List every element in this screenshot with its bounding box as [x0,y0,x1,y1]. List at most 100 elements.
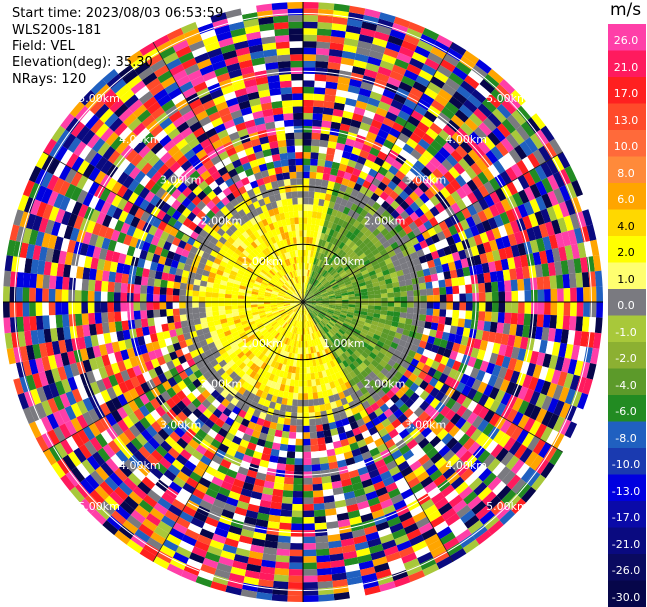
radar-gate [471,415,484,429]
radar-gate [409,201,420,212]
radar-gate [419,308,427,315]
radar-gate [110,453,124,468]
radar-gate [349,442,360,451]
radar-gate [554,232,565,248]
radar-gate [359,472,371,482]
radar-gate [70,402,83,418]
radar-gate [428,329,437,338]
radar-gate [315,297,323,300]
radar-gate [277,390,285,398]
radar-gate [246,360,254,368]
radar-gate [432,223,443,234]
radar-gate [419,390,430,401]
radar-gate [324,355,330,363]
radar-gate [501,356,511,369]
radar-gate [279,328,286,335]
radar-gate [189,471,202,483]
radar-gate [211,334,220,342]
radar-gate [494,259,503,272]
radar-gate [16,302,23,318]
radar-gate [254,525,268,534]
radar-gate [262,486,274,496]
radar-gate [225,393,234,403]
radar-gate [277,306,285,309]
radar-gate [86,244,96,258]
radar-gate [290,298,297,301]
radar-gate [407,245,417,255]
radar-gate [390,99,404,111]
radar-gate [172,295,180,302]
radar-gate [565,404,577,422]
radar-gate [426,447,439,460]
radar-gate [471,213,482,226]
radar-gate [364,374,373,384]
radar-gate [321,293,329,297]
radar-gate [513,255,523,269]
radar-gate [138,405,150,418]
radar-gate [169,351,178,361]
radar-gate [76,463,91,479]
radar-gate [118,463,133,478]
radar-gate [230,363,239,372]
radar-gate [487,331,497,343]
radar-gate [401,75,416,87]
radar-gate [487,476,502,492]
radar-gate [561,231,571,247]
radar-gate [192,408,203,419]
radar-gate [535,458,550,475]
radar-gate [303,243,307,250]
radar-gate [333,325,340,331]
radar-gate [307,292,313,298]
radar-gate [303,445,311,452]
radar-gate [101,312,109,324]
radar-gate [162,264,171,274]
radar-gate [529,183,542,199]
radar-gate [173,281,181,290]
radar-gate [22,316,31,332]
radar-gate [318,450,328,458]
radar-gate [305,276,308,283]
radar-gate [313,398,320,406]
radar-gate [26,344,36,361]
radar-gate [88,279,96,292]
radar-gate [452,523,468,538]
radar-gate [260,328,268,335]
radar-gate [317,259,322,267]
radar-gate [564,245,574,261]
radar-gate [549,314,557,329]
radar-gate [139,548,157,562]
radar-gate [456,85,472,100]
radar-gate [485,150,499,164]
radar-gate [465,216,476,228]
radar-gate [210,438,222,449]
radar-gate [172,302,180,309]
radar-gate [515,125,530,141]
radar-gate [83,255,93,269]
radar-gate [311,339,315,347]
radar-gate [247,421,257,430]
radar-gate [156,355,166,366]
radar-gate [335,196,343,205]
radar-gate [348,5,366,15]
radar-gate [342,236,350,244]
radar-gate [349,225,357,234]
radar-gate [192,378,202,389]
radar-gate [307,250,312,257]
radar-gate [267,461,278,470]
radar-gate [223,474,236,485]
radar-gate [141,268,150,278]
radar-gate [382,343,391,351]
radar-gate [94,392,106,406]
radar-gate [283,299,291,302]
radar-gate [351,343,359,351]
radar-gate [261,559,276,568]
radar-gate [318,146,328,154]
radar-gate [238,535,253,545]
radar-gate [310,277,314,285]
radar-gate [149,333,159,343]
radar-gate [444,409,457,422]
radar-gate [167,322,176,331]
radar-gate [312,392,319,400]
radar-gate [233,366,242,375]
radar-gate [513,231,524,245]
